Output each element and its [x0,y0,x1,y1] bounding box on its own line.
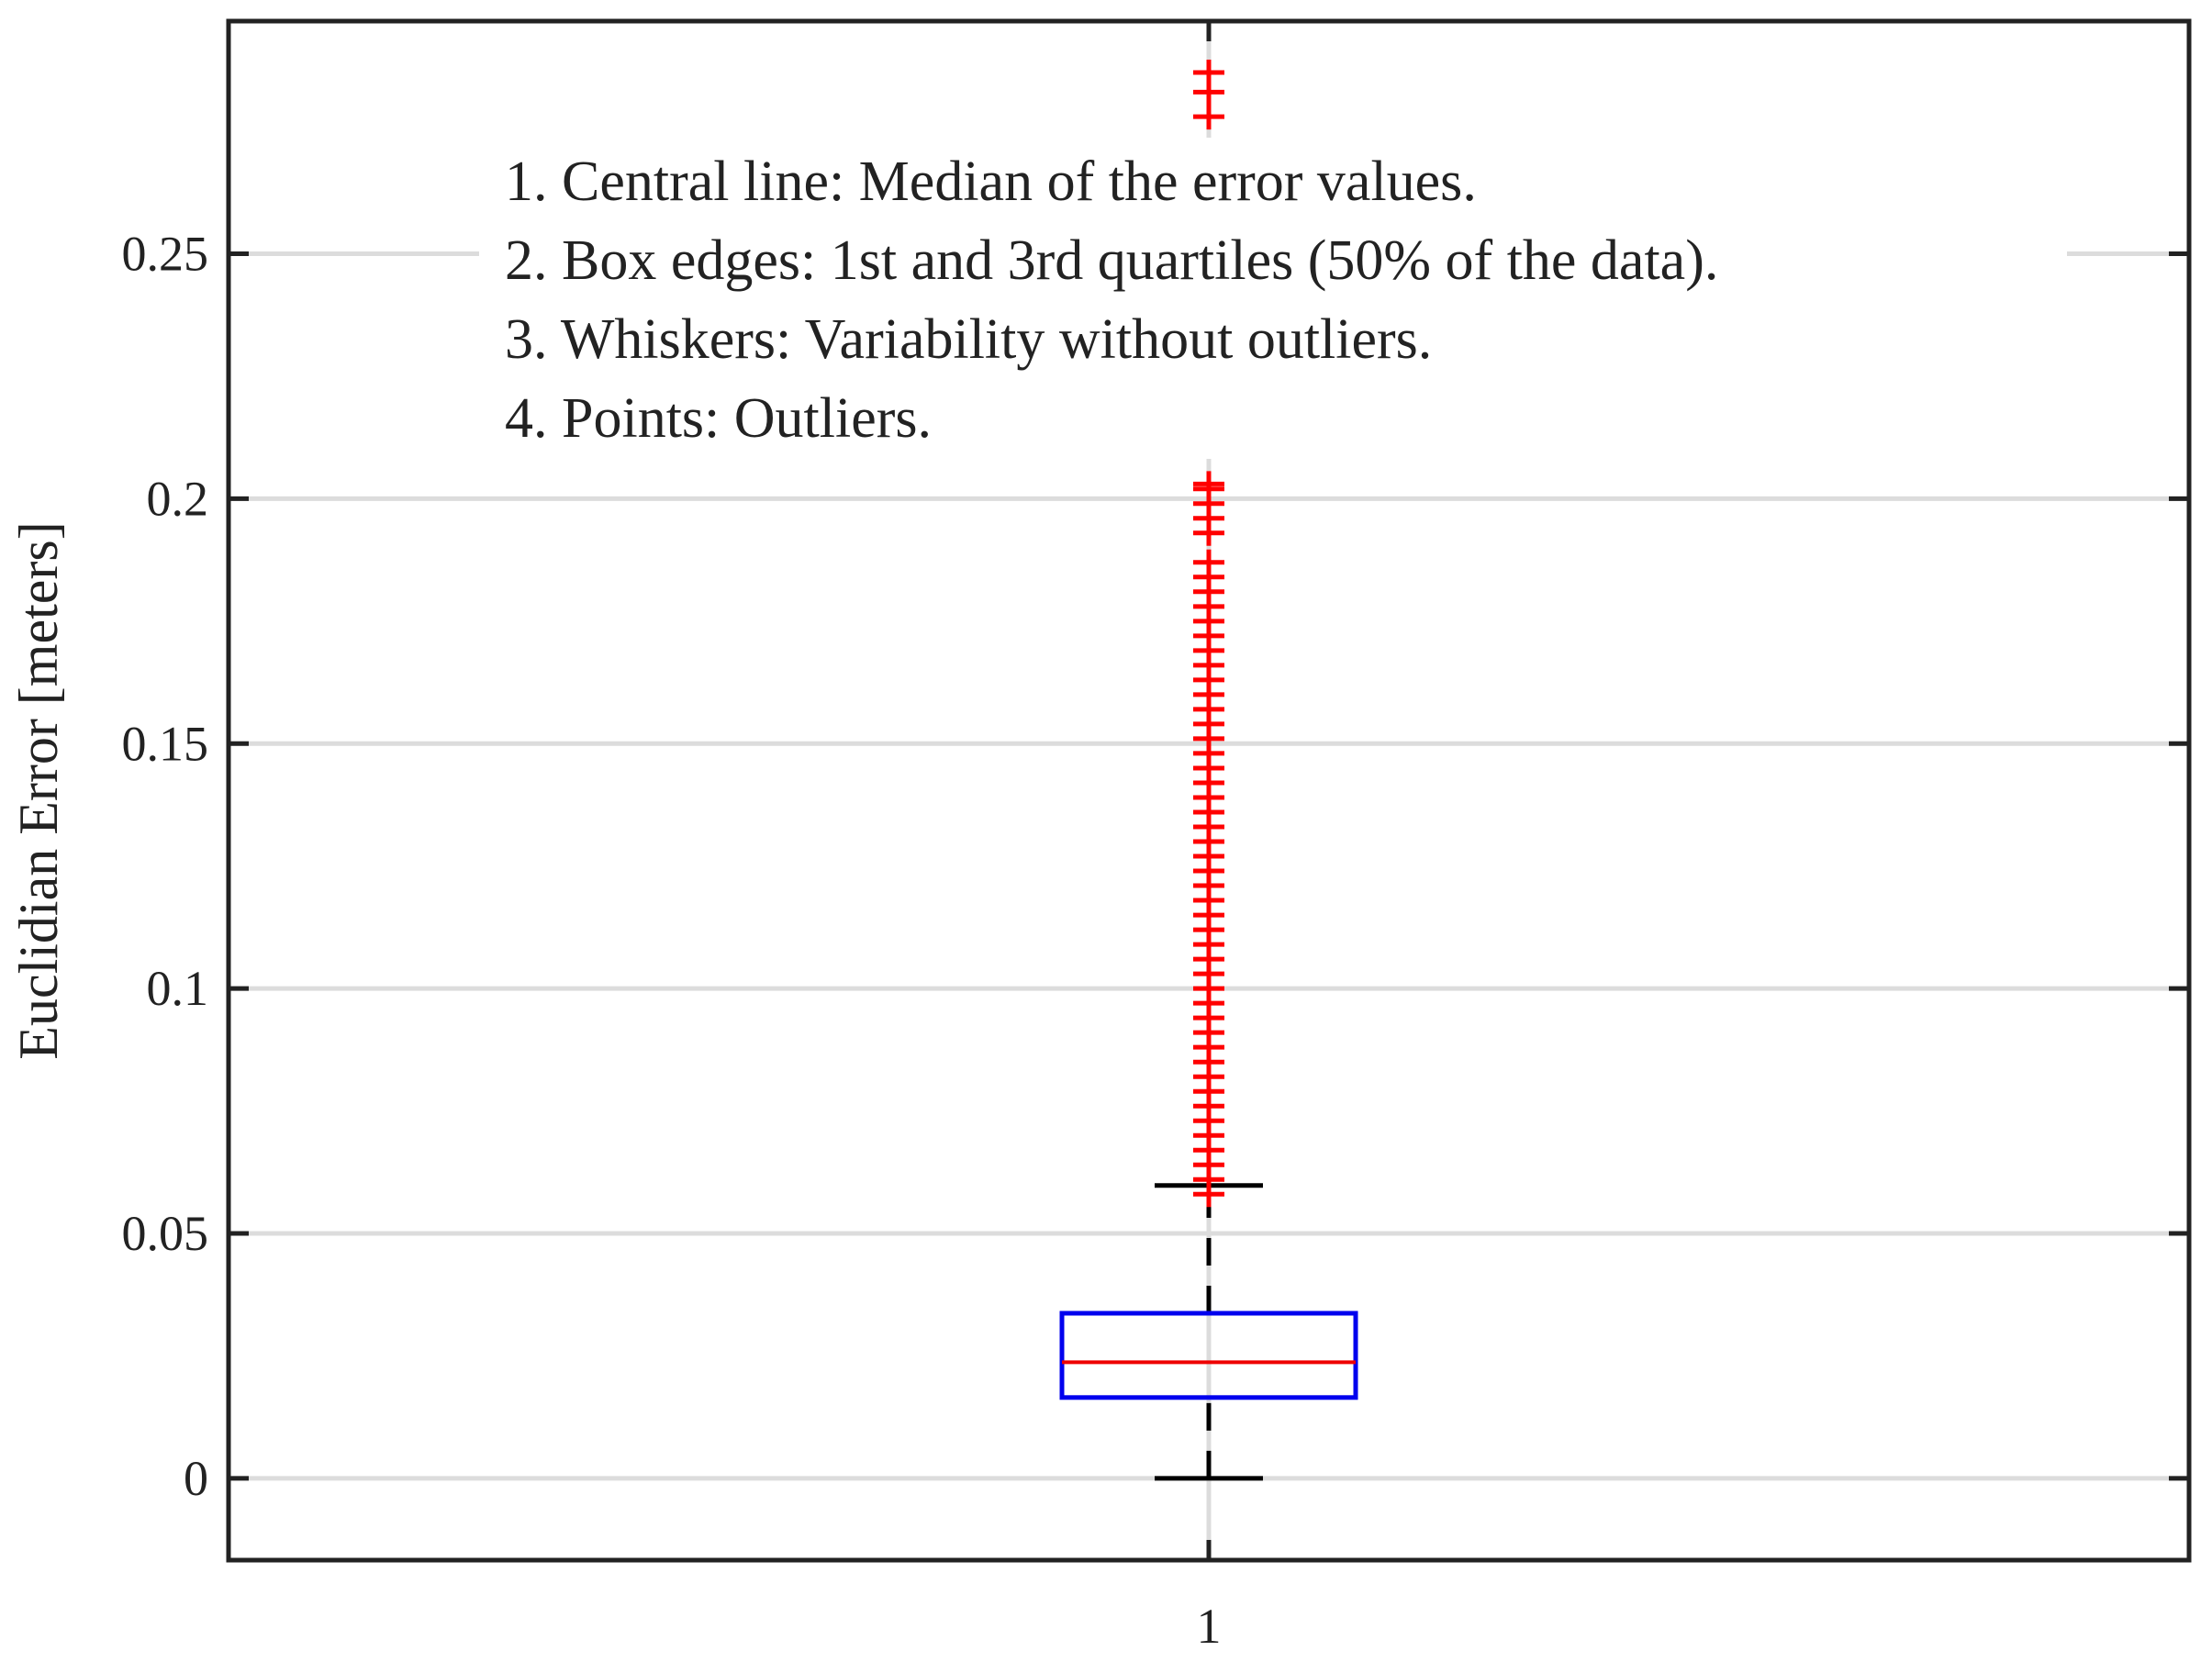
outlier [1193,471,1224,497]
y-tick-label: 0.25 [122,227,209,282]
annotation-line: 4. Points: Outliers. [505,387,932,450]
outlier [1193,549,1224,575]
outlier [1193,60,1224,86]
plot-frame [226,18,2192,1563]
annotation-background [479,138,2067,459]
x-tick-label: 1 [1197,1599,1222,1654]
outlier [1193,104,1224,130]
y-tick-label: 0.2 [147,471,209,526]
y-axis-label: Euclidian Error [meters] [8,521,69,1059]
y-tick-label: 0.1 [147,961,209,1016]
box [1059,1311,1358,1400]
y-tick-label: 0.05 [122,1206,209,1261]
annotation-line: 2. Box edges: 1st and 3rd quartiles (50%… [505,229,1718,292]
y-tick-label: 0 [184,1451,208,1506]
annotation-line: 3. Whiskers: Variability without outlier… [505,308,1432,371]
annotation-line: 1. Central line: Median of the error val… [505,151,1477,213]
y-tick-label: 0.15 [122,716,209,771]
